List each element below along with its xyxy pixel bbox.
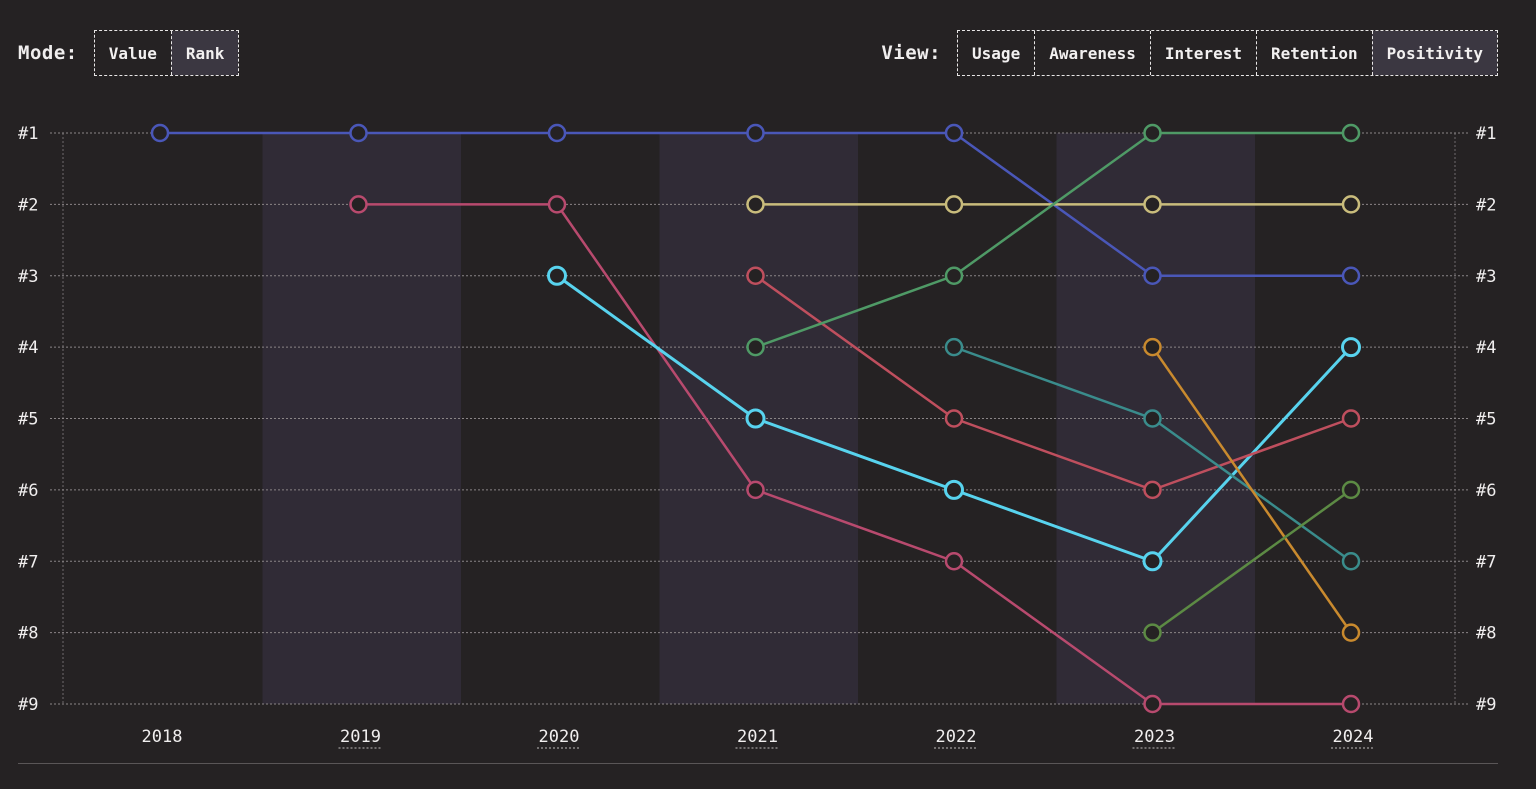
footer-divider (18, 763, 1498, 764)
series-point-3 (1143, 195, 1162, 214)
view-positivity-button[interactable]: Positivity (1371, 31, 1497, 75)
view-usage-button[interactable]: Usage (958, 31, 1034, 75)
y-tick-label-right: #4 (1476, 338, 1496, 358)
y-tick-label-right: #8 (1476, 624, 1496, 644)
mode-rank-button[interactable]: Rank (170, 31, 239, 75)
y-tick-label-left: #8 (18, 624, 38, 644)
series-point-2 (1142, 551, 1163, 572)
view-awareness-button[interactable]: Awareness (1034, 31, 1150, 75)
series-line-4 (754, 274, 1352, 492)
series-point-7 (1341, 623, 1361, 642)
view-interest-button[interactable]: Interest (1149, 31, 1256, 75)
series-point-8 (1143, 623, 1162, 642)
x-tick-label: 2020 (539, 727, 580, 747)
x-tick-label: 2019 (340, 727, 381, 747)
x-tick-label: 2018 (142, 727, 183, 747)
series-point-1 (547, 195, 567, 214)
series-point-1 (746, 480, 765, 500)
y-tick-label-left: #4 (18, 338, 38, 358)
x-tick-label: 2023 (1134, 727, 1175, 747)
series-point-5 (1341, 123, 1361, 143)
series-point-4 (746, 266, 765, 285)
series-line-7 (1151, 346, 1353, 634)
series-point-1 (349, 195, 368, 214)
series-point-0 (746, 123, 765, 143)
series-point-0 (547, 123, 567, 143)
mode-value-button[interactable]: Value (95, 31, 171, 75)
series-point-6 (944, 337, 964, 357)
x-tick-label: 2021 (737, 727, 778, 747)
y-tick-label-left: #3 (18, 267, 38, 287)
view-label: View: (881, 42, 942, 64)
series-point-3 (944, 195, 964, 214)
y-tick-label-right: #9 (1476, 695, 1496, 715)
y-tick-label-right: #3 (1476, 267, 1496, 287)
series-point-0 (349, 123, 368, 143)
series-point-3 (746, 195, 765, 214)
series-point-3 (1341, 195, 1361, 214)
series-point-4 (1341, 409, 1361, 428)
y-tick-label-right: #7 (1476, 552, 1496, 572)
view-segmented-control: Usage Awareness Interest Retention Posit… (957, 30, 1498, 76)
series-point-4 (944, 409, 964, 428)
y-tick-label-right: #5 (1476, 410, 1496, 430)
y-tick-label-left: #5 (18, 410, 38, 430)
series-point-6 (1341, 552, 1361, 571)
series-point-1 (1143, 694, 1162, 714)
series-point-6 (1143, 409, 1162, 428)
series-point-2 (547, 265, 567, 286)
series-point-4 (1143, 480, 1162, 500)
series-point-0 (1143, 266, 1162, 285)
series-line-5 (755, 131, 1351, 349)
y-tick-label-right: #1 (1476, 124, 1496, 144)
series-point-5 (1143, 123, 1162, 143)
mode-label: Mode: (18, 42, 78, 64)
view-toolbar: View: Usage Awareness Interest Retention… (881, 30, 1498, 76)
mode-toolbar: Mode: Value Rank (18, 30, 240, 76)
view-retention-button[interactable]: Retention (1255, 31, 1372, 75)
x-tick-label: 2022 (936, 727, 977, 747)
y-tick-label-left: #6 (18, 481, 38, 501)
series-line-1 (358, 203, 1351, 706)
series-point-2 (944, 479, 964, 500)
series-line-8 (1151, 488, 1352, 634)
series-point-1 (1341, 694, 1361, 714)
series-point-0 (944, 123, 964, 143)
y-tick-label-right: #2 (1476, 195, 1496, 215)
series-point-8 (1341, 480, 1361, 500)
y-tick-label-left: #7 (18, 552, 38, 572)
series-point-2 (745, 408, 766, 429)
y-tick-label-right: #6 (1476, 481, 1496, 501)
series-point-5 (944, 266, 964, 285)
series-point-5 (746, 337, 765, 357)
series-point-0 (1341, 266, 1361, 285)
series-point-1 (944, 552, 964, 571)
y-tick-label-left: #2 (18, 195, 38, 215)
series-point-7 (1143, 337, 1162, 357)
series-point-2 (1341, 337, 1361, 358)
series-point-0 (150, 123, 170, 143)
y-tick-label-left: #1 (18, 124, 38, 144)
mode-segmented-control: Value Rank (93, 30, 240, 76)
y-tick-label-left: #9 (18, 695, 38, 715)
x-tick-label: 2024 (1333, 727, 1374, 747)
